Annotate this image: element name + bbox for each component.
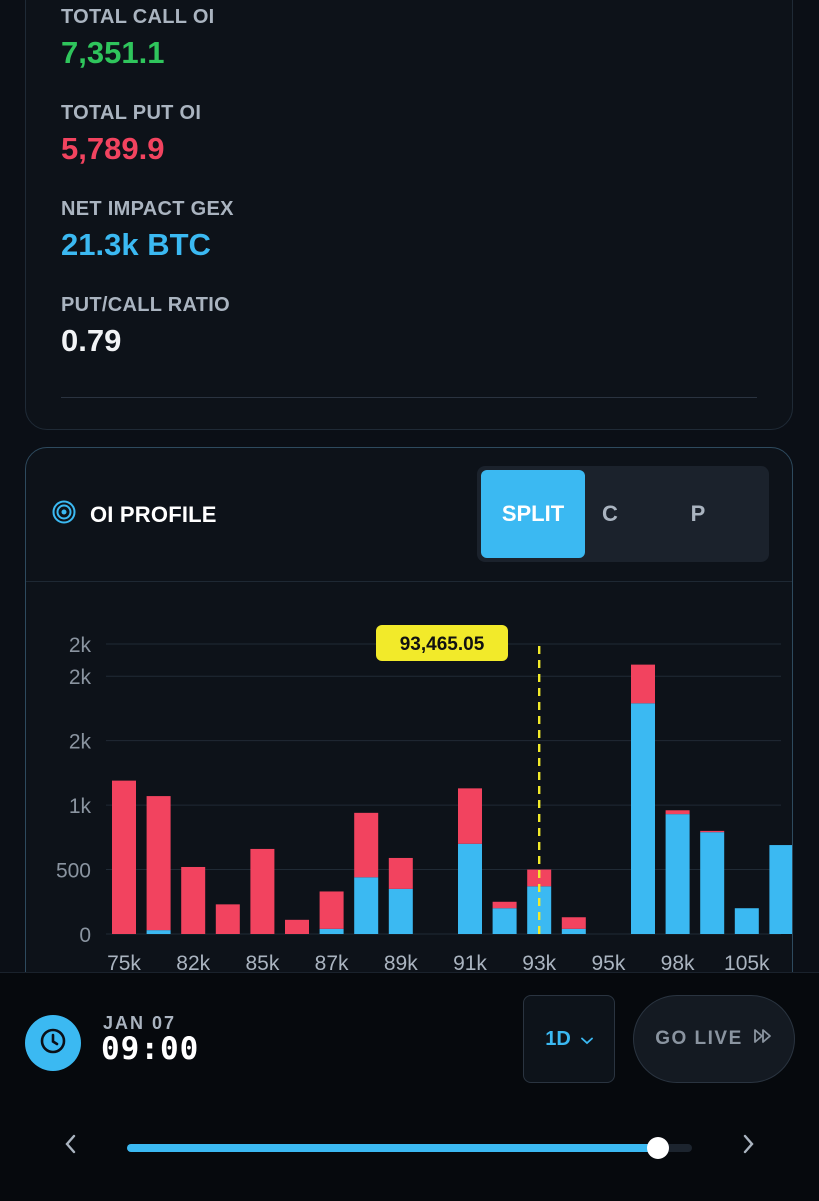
put-bar [562, 917, 586, 929]
put-bar [389, 858, 413, 889]
stats-card: TOTAL CALL OI 7,351.1 TOTAL PUT OI 5,789… [25, 0, 793, 430]
timeline-bar: JAN 07 09:00 1D GO LIVE [0, 972, 819, 1201]
y-tick-label: 2k [69, 666, 92, 689]
put-bar [250, 849, 274, 934]
put-call-ratio-label: PUT/CALL RATIO [61, 294, 230, 317]
timeline-slider[interactable] [127, 1144, 692, 1152]
call-bar [631, 703, 655, 934]
y-tick-label: 0 [79, 924, 91, 947]
put-bar [493, 902, 517, 908]
total-put-oi-value: 5,789.9 [61, 131, 201, 167]
spot-price-label: 93,465.05 [400, 634, 485, 655]
put-bar [181, 867, 205, 934]
timeline-slider-thumb[interactable] [647, 1137, 669, 1159]
y-tick-label: 2k [69, 731, 92, 754]
put-bar [631, 665, 655, 704]
put-bar [147, 796, 171, 930]
total-call-oi-label: TOTAL CALL OI [61, 6, 215, 29]
range-select[interactable]: 1D [523, 995, 615, 1083]
call-bar [562, 929, 586, 934]
put-bar [216, 904, 240, 934]
put-bar [354, 813, 378, 877]
put-call-ratio-value: 0.79 [61, 323, 230, 359]
range-label: 1D [545, 1028, 571, 1051]
call-bar [769, 845, 793, 934]
put-bar [285, 920, 309, 934]
total-call-oi-value: 7,351.1 [61, 35, 215, 71]
chevron-down-icon [581, 1028, 593, 1051]
timeline-slider-fill [127, 1144, 658, 1152]
chevron-left-icon [64, 1134, 76, 1159]
timeline-time: 09:00 [101, 1031, 199, 1067]
y-tick-label: 500 [56, 860, 91, 883]
timeline-prev-button[interactable] [58, 1131, 82, 1161]
chevron-right-icon [743, 1134, 755, 1159]
call-bar [735, 908, 759, 934]
net-impact-gex-label: NET IMPACT GEX [61, 198, 234, 221]
put-call-ratio: PUT/CALL RATIO 0.79 [61, 294, 230, 359]
go-live-button[interactable]: GO LIVE [633, 995, 795, 1083]
call-bar [320, 929, 344, 934]
call-bar [458, 844, 482, 934]
timeline-next-button[interactable] [737, 1131, 761, 1161]
total-call-oi: TOTAL CALL OI 7,351.1 [61, 6, 215, 71]
total-put-oi: TOTAL PUT OI 5,789.9 [61, 102, 201, 167]
call-bar [700, 832, 724, 934]
net-impact-gex: NET IMPACT GEX 21.3k BTC [61, 198, 234, 263]
stats-divider [61, 397, 757, 398]
put-bar [320, 891, 344, 928]
put-bar [458, 788, 482, 843]
clock-button[interactable] [25, 1015, 81, 1071]
fast-forward-icon [753, 1028, 773, 1050]
put-bar [666, 810, 690, 814]
call-bar [493, 908, 517, 934]
call-bar [389, 889, 413, 934]
call-bar [354, 877, 378, 934]
y-tick-label: 1k [69, 795, 92, 818]
clock-icon [38, 1026, 68, 1061]
go-live-label: GO LIVE [655, 1028, 743, 1050]
net-impact-gex-value: 21.3k BTC [61, 227, 234, 263]
call-bar [147, 930, 171, 934]
oi-profile-card: OI PROFILE SPLIT C P 0 500 1k 2k 2k 2k 93,465.… [25, 447, 793, 1007]
y-tick-label: 2k [69, 634, 92, 657]
call-bar [666, 814, 690, 934]
put-bar [700, 831, 724, 832]
total-put-oi-label: TOTAL PUT OI [61, 102, 201, 125]
put-bar [112, 781, 136, 934]
